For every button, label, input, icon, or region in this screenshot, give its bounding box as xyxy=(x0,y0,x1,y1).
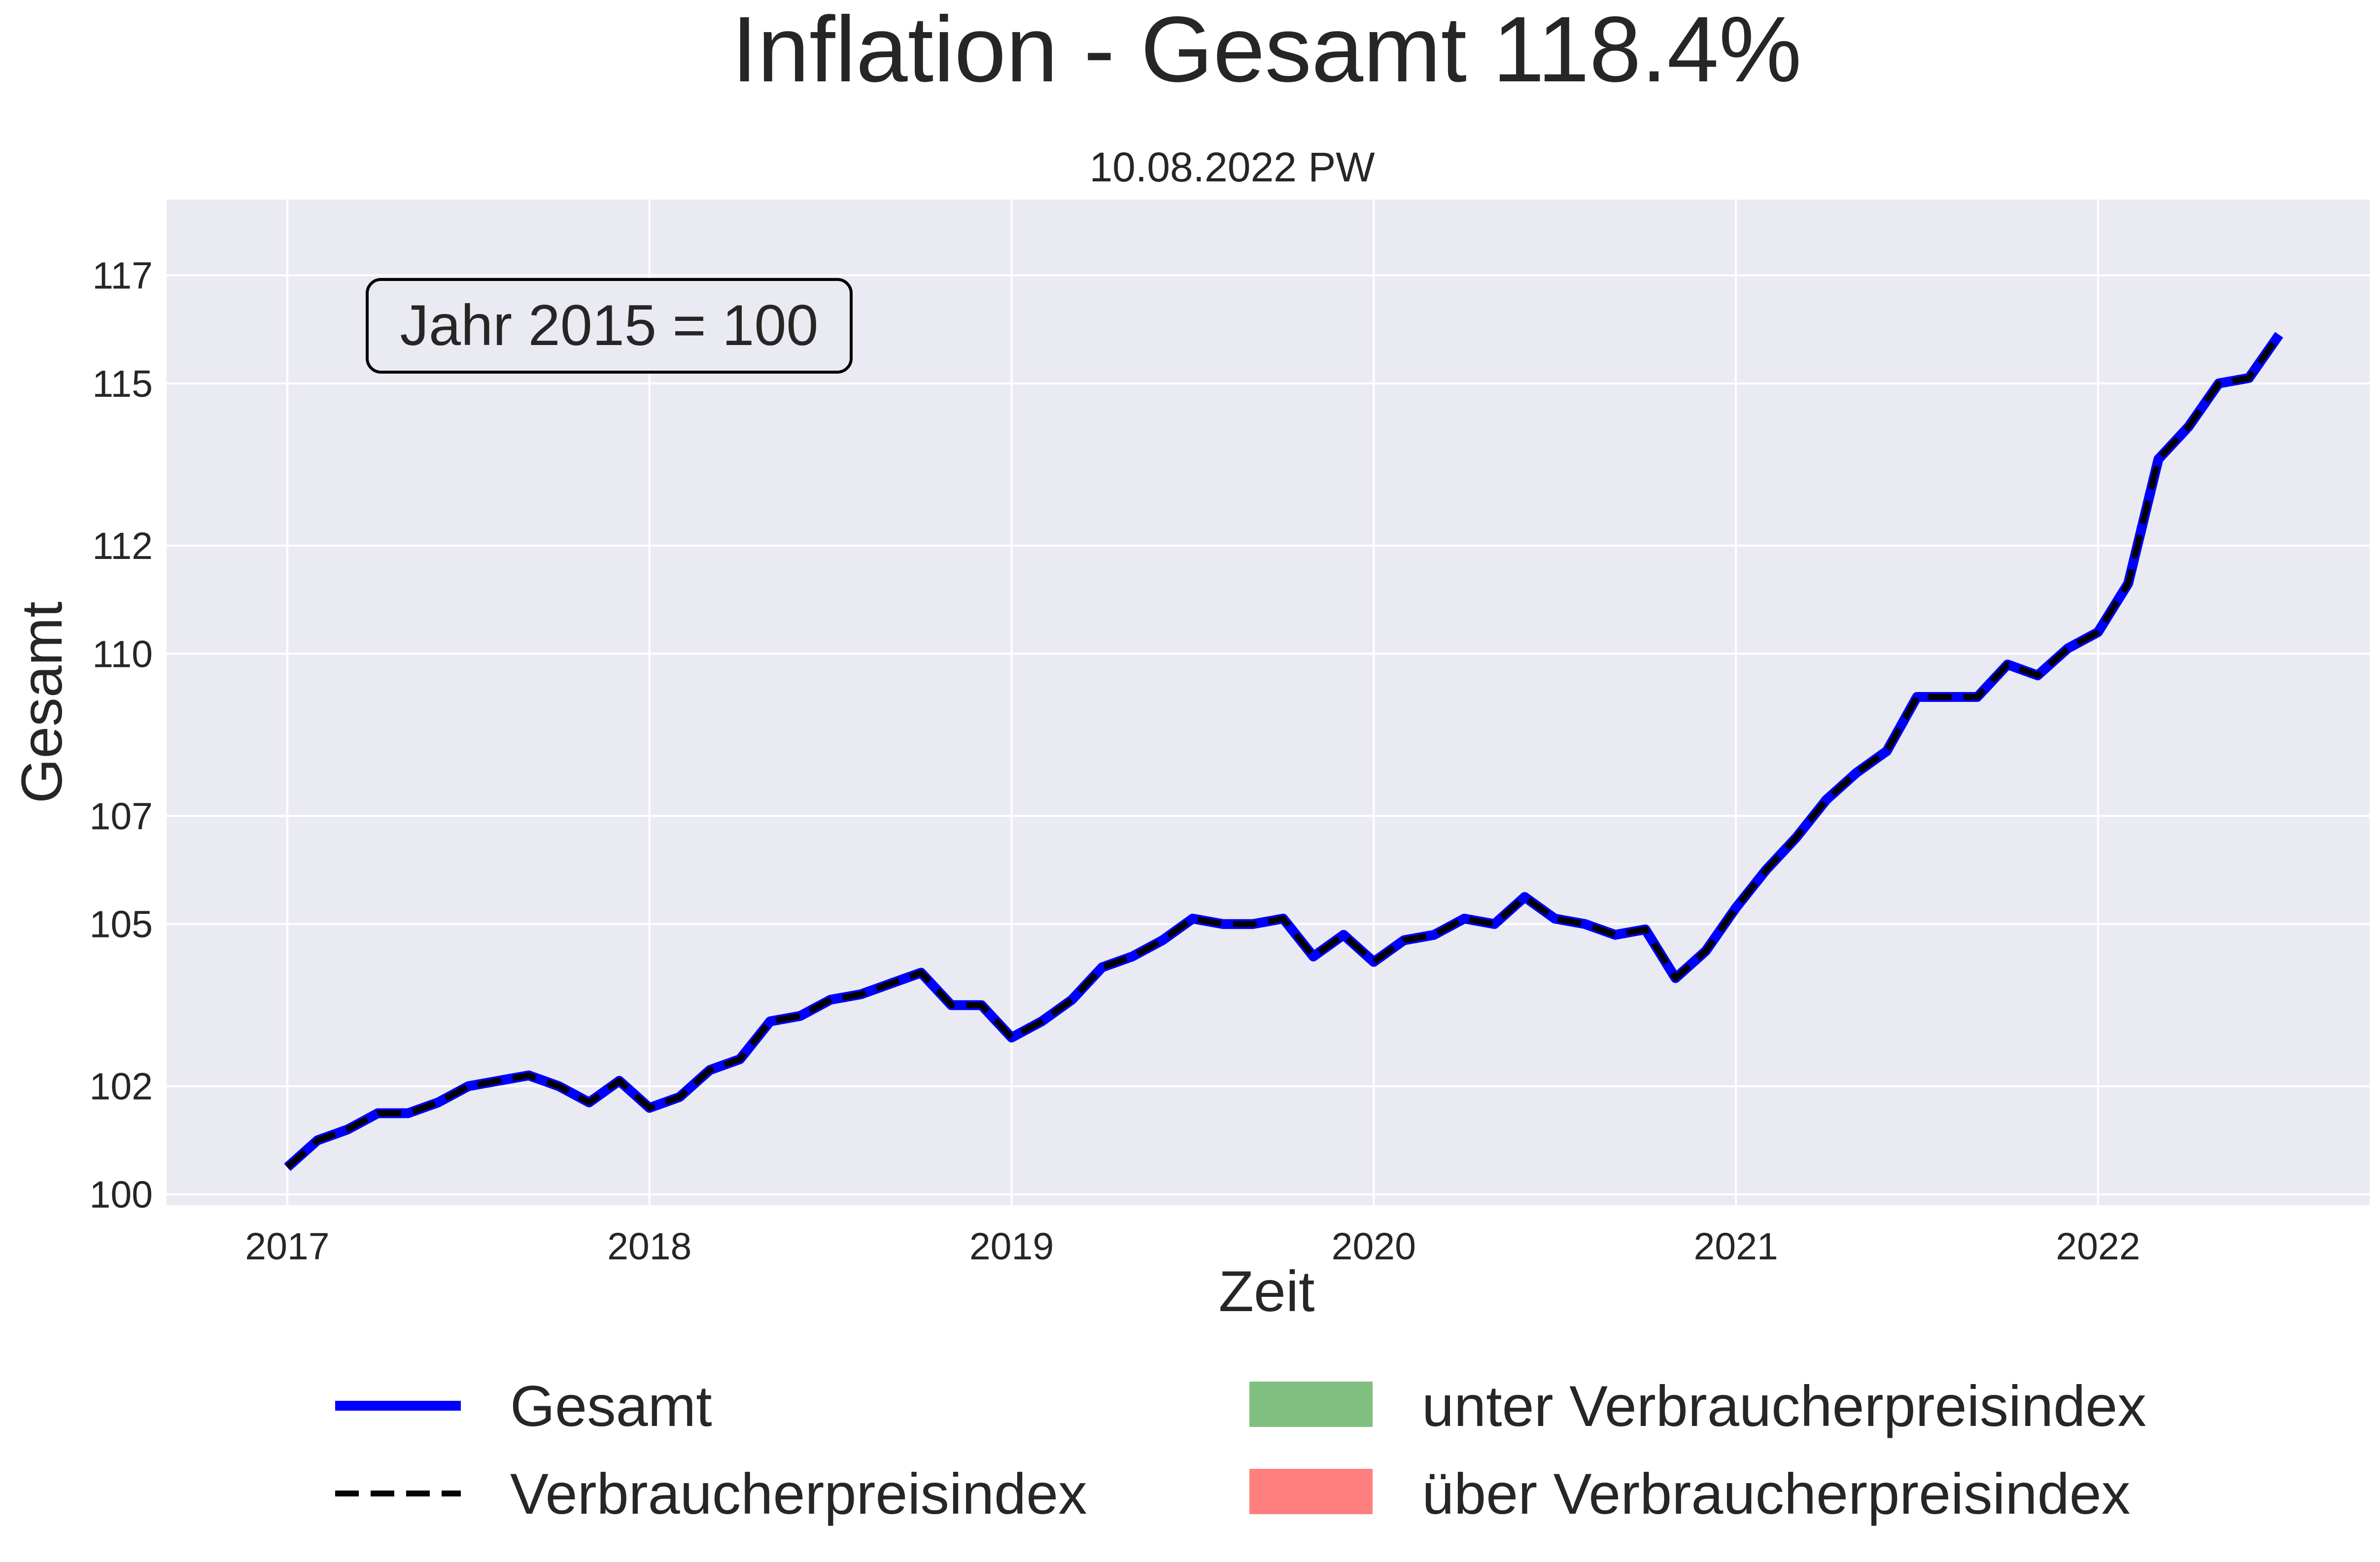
series-line-vpi xyxy=(285,333,2282,1170)
y-tick-label: 115 xyxy=(92,363,153,405)
legend-label-vpi: Verbraucherpreisindex xyxy=(510,1461,1087,1526)
y-tick-label: 110 xyxy=(92,633,153,675)
x-tick-label: 2018 xyxy=(607,1225,691,1268)
chart-subtitle: 10.08.2022 PW xyxy=(1089,144,1375,190)
y-tick-label: 112 xyxy=(92,525,153,567)
y-tick-label: 105 xyxy=(90,903,153,946)
y-tick-label: 102 xyxy=(90,1066,153,1108)
x-axis-label: Zeit xyxy=(1218,1259,1314,1323)
legend-swatch-unter xyxy=(1249,1382,1373,1427)
chart-title: Inflation - Gesamt 118.4% xyxy=(731,0,1801,102)
x-tick-label: 2022 xyxy=(2056,1225,2140,1268)
annotation-box: Jahr 2015 = 100 xyxy=(366,278,853,374)
legend: Gesamt Verbraucherpreisindex unter Verbr… xyxy=(335,1374,2146,1526)
x-tick-labels: 2017 2018 2019 2020 2021 2022 xyxy=(245,1225,2140,1268)
legend-label-ueber: über Verbraucherpreisindex xyxy=(1422,1461,2130,1526)
y-tick-label: 100 xyxy=(90,1174,153,1216)
x-tick-label: 2017 xyxy=(245,1225,329,1268)
annotation-text: Jahr 2015 = 100 xyxy=(400,293,819,357)
y-tick-labels: 100 102 105 107 110 112 115 117 xyxy=(90,255,153,1216)
series-lines xyxy=(284,332,2283,1171)
legend-swatch-ueber xyxy=(1249,1469,1373,1514)
legend-label-unter: unter Verbraucherpreisindex xyxy=(1422,1374,2146,1438)
x-tick-label: 2020 xyxy=(1332,1225,1416,1268)
x-tick-label: 2021 xyxy=(1693,1225,1778,1268)
legend-label-gesamt: Gesamt xyxy=(510,1374,712,1438)
annotation-frame xyxy=(366,278,853,374)
x-tick-label: 2019 xyxy=(969,1225,1054,1268)
y-tick-label: 117 xyxy=(92,255,153,297)
y-axis-label: Gesamt xyxy=(9,601,74,803)
y-tick-label: 107 xyxy=(90,795,153,837)
